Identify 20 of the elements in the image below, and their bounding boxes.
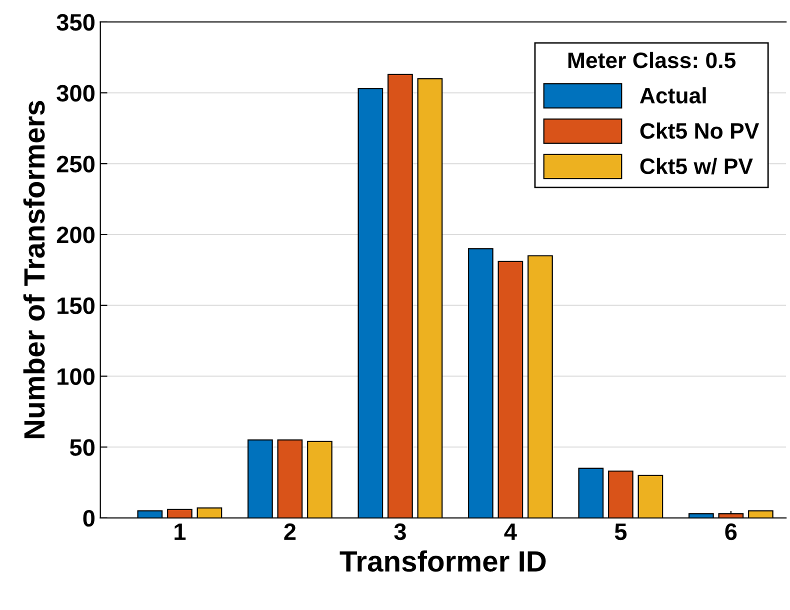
x-tick-label: 5 (614, 524, 627, 540)
x-tick-label: 6 (725, 523, 737, 540)
y-axis-title: Number of Transformers (23, 100, 45, 438)
y-tick-label: 250 (56, 156, 95, 172)
legend-title: Meter Class: 0.5 (568, 52, 736, 68)
y-tick-label: 0 (83, 510, 94, 527)
x-tick-label: 2 (284, 523, 296, 540)
y-tick-label: 350 (56, 14, 95, 31)
y-tick-label: 150 (58, 297, 95, 314)
legend-label: Actual (640, 87, 706, 104)
y-tick-label: 300 (56, 84, 95, 102)
legend-label: Ckt5 No PV (640, 122, 760, 139)
x-tick-label: 3 (394, 523, 406, 540)
x-tick-label: 4 (504, 524, 517, 540)
x-axis-title: Transformer ID (340, 550, 546, 572)
y-tick-label: 200 (56, 226, 95, 244)
x-tick-label: 1 (174, 524, 186, 540)
y-tick-label: 100 (58, 368, 95, 385)
y-tick-label: 50 (70, 439, 95, 456)
legend-label: Ckt5 w/ PV (640, 158, 753, 174)
